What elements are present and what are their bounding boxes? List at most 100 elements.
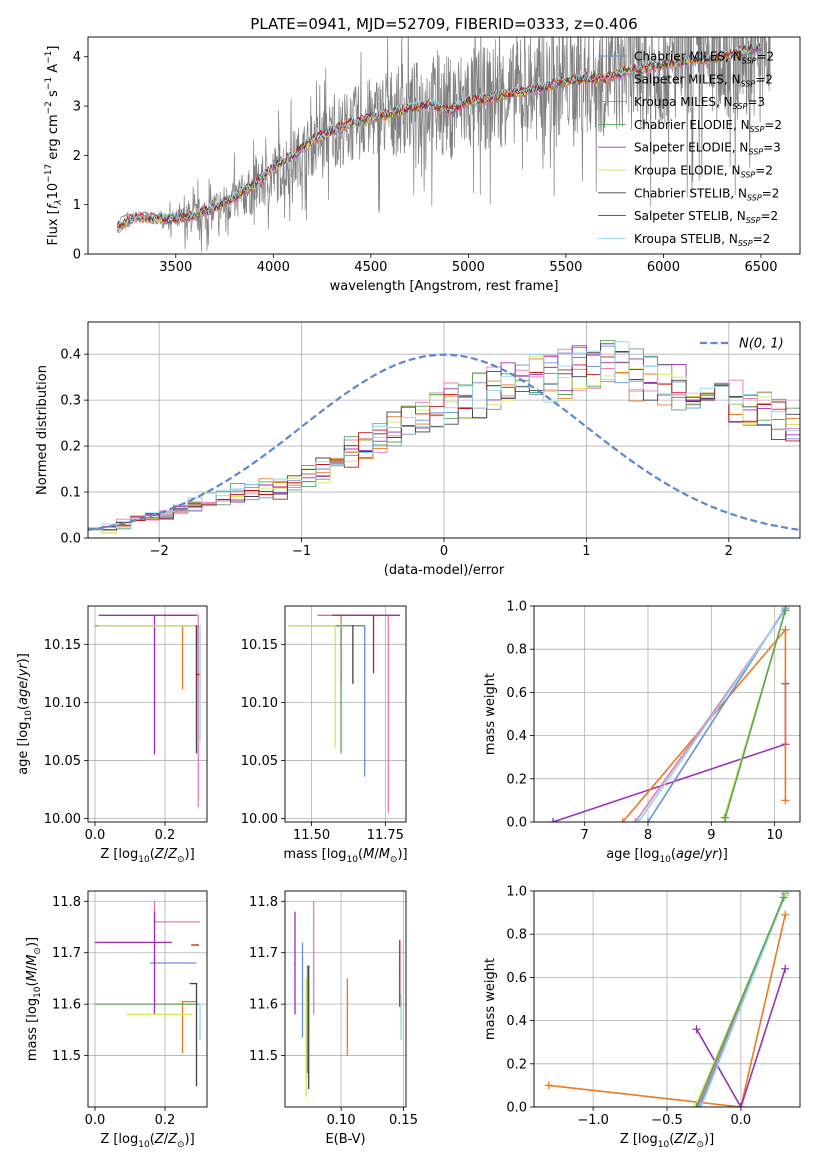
data-point xyxy=(334,624,336,627)
weight-marker xyxy=(692,1103,701,1107)
weight-marker xyxy=(781,606,790,615)
data-point xyxy=(153,614,156,617)
normal-curve xyxy=(88,353,800,531)
panel-mass-vs-Z: 0.0 0.2 11.5 11.6 11.7 11.8 Z [log10(Z/Z⊙)] mas… xyxy=(25,890,208,1150)
x-tick-label: 6000 xyxy=(647,260,680,275)
x-tick-label: 6500 xyxy=(744,260,777,275)
y-axis-label: mass weight xyxy=(483,958,498,1040)
legend-entry: Salpeter MILES, NSSP=2 xyxy=(634,72,773,88)
y-tick-label: 0.1 xyxy=(60,486,81,501)
plot-area xyxy=(116,37,771,253)
weight-line xyxy=(695,968,786,1107)
data-point xyxy=(181,1000,184,1003)
y-tick-label: 0.4 xyxy=(60,348,81,363)
y-tick-label: 1.0 xyxy=(506,885,527,900)
panel-massweight-vs-age: 7 8 9 10 0.0 0.2 0.4 0.6 0.8 1.0 age [log10(age/yr… xyxy=(483,600,801,865)
x-tick-label: 0.0 xyxy=(85,1113,106,1128)
data-point xyxy=(375,614,378,617)
y-tick-label: 0.2 xyxy=(506,1057,527,1072)
x-axis-label: E(B-V) xyxy=(325,1132,365,1147)
y-tick-label: 0.0 xyxy=(60,532,81,547)
legend-entry: Kroupa STELIB, NSSP=2 xyxy=(634,232,770,248)
x-axis-label: Z [log10(Z/Z⊙)] xyxy=(100,1132,194,1150)
model-spectrum-salpeter-stelib xyxy=(117,42,762,228)
y-tick-label: 11.8 xyxy=(52,895,81,910)
y-tick-label: 0.6 xyxy=(506,686,527,701)
y-tick-label: 0.3 xyxy=(60,394,81,409)
legend-entry: Kroupa ELODIE, NSSP=2 xyxy=(634,164,773,180)
plot-area xyxy=(544,891,790,1107)
panel-massweight-vs-Z: −1.0 −0.5 0.0 0.0 0.2 0.4 0.6 0.8 1.0 Z [log10(Z/… xyxy=(483,885,801,1150)
x-tick-label: 0.15 xyxy=(389,1113,418,1128)
y-tick-label: 0.2 xyxy=(60,440,81,455)
legend-entry: Salpeter STELIB, NSSP=2 xyxy=(634,209,778,225)
data-point xyxy=(340,624,342,627)
x-tick-label: 0.10 xyxy=(327,1113,356,1128)
x-axis-label: Z [log10(Z/Z⊙)] xyxy=(100,847,194,865)
axes-frame xyxy=(87,321,801,539)
x-tick-label: 3500 xyxy=(159,260,192,275)
y-tick-label: 11.5 xyxy=(52,1049,81,1064)
y-tick-label: 0.2 xyxy=(506,772,527,787)
x-tick-label: 0.2 xyxy=(155,828,176,843)
data-point xyxy=(195,624,198,627)
weight-marker xyxy=(779,893,788,902)
y-tick-label: 11.7 xyxy=(52,946,81,961)
observed-spectrum xyxy=(116,37,771,253)
data-point xyxy=(352,624,354,627)
plot-area xyxy=(549,606,790,822)
x-tick-label: 11.75 xyxy=(367,828,404,843)
y-tick-label: 0.6 xyxy=(506,971,527,986)
y-axis-label: Flux [fλ10−17 erg cm−2 s−1 A−1] xyxy=(44,46,64,246)
x-tick-label: 0.0 xyxy=(731,1113,752,1128)
y-tick-label: 11.7 xyxy=(249,946,278,961)
data-point xyxy=(199,1003,201,1005)
x-tick-label: −1.0 xyxy=(577,1113,609,1128)
legend-entry: Salpeter ELODIE, NSSP=3 xyxy=(634,141,781,157)
data-point xyxy=(346,1016,349,1018)
y-tick-label: 10.10 xyxy=(241,696,278,711)
weight-marker xyxy=(781,964,790,973)
y-tick-label: 10.00 xyxy=(44,812,81,827)
plot-area xyxy=(294,901,402,1097)
y-tick-label: 0.8 xyxy=(506,928,527,943)
data-point xyxy=(312,951,315,954)
figure-title: PLATE=0941, MJD=52709, FIBERID=0333, z=0… xyxy=(250,15,637,33)
y-tick-label: 10.10 xyxy=(44,696,81,711)
y-tick-label: 11.6 xyxy=(52,998,81,1013)
x-tick-label: 10 xyxy=(766,828,783,843)
weight-marker xyxy=(692,1025,701,1034)
x-tick-label: 11.50 xyxy=(293,828,330,843)
x-tick-label: 5000 xyxy=(452,260,485,275)
plot-area xyxy=(88,339,800,534)
weight-marker xyxy=(544,1081,553,1090)
y-tick-label: 1 xyxy=(73,198,81,213)
x-tick-label: −1 xyxy=(292,544,311,559)
axes-frame xyxy=(87,36,801,255)
data-point xyxy=(306,1011,309,1013)
y-tick-label: 10.00 xyxy=(241,812,278,827)
legend-entry: N(0, 1) xyxy=(739,337,784,352)
model-spectrum-kroupa-stelib xyxy=(117,41,762,227)
x-tick-label: 0.2 xyxy=(155,1113,176,1128)
y-tick-label: 1.0 xyxy=(506,600,527,615)
data-point xyxy=(197,614,200,617)
y-tick-label: 0.4 xyxy=(506,1014,527,1029)
x-tick-label: 1 xyxy=(582,544,590,559)
data-point xyxy=(153,941,156,944)
data-point xyxy=(146,1003,149,1005)
x-tick-label: 5500 xyxy=(549,260,582,275)
x-tick-label: −0.5 xyxy=(651,1113,683,1128)
x-axis-label: age [log10(age/yr)] xyxy=(606,847,728,865)
y-tick-label: 11.5 xyxy=(249,1049,278,1064)
weight-marker xyxy=(631,818,640,822)
data-point xyxy=(301,990,304,993)
data-point xyxy=(305,1034,308,1036)
x-axis-label: Z [log10(Z/Z⊙)] xyxy=(620,1132,714,1150)
data-point xyxy=(150,962,152,964)
weight-marker xyxy=(736,1103,745,1107)
y-tick-label: 0.0 xyxy=(506,1101,527,1116)
axes-frame xyxy=(284,890,407,1108)
weight-marker xyxy=(781,910,790,919)
